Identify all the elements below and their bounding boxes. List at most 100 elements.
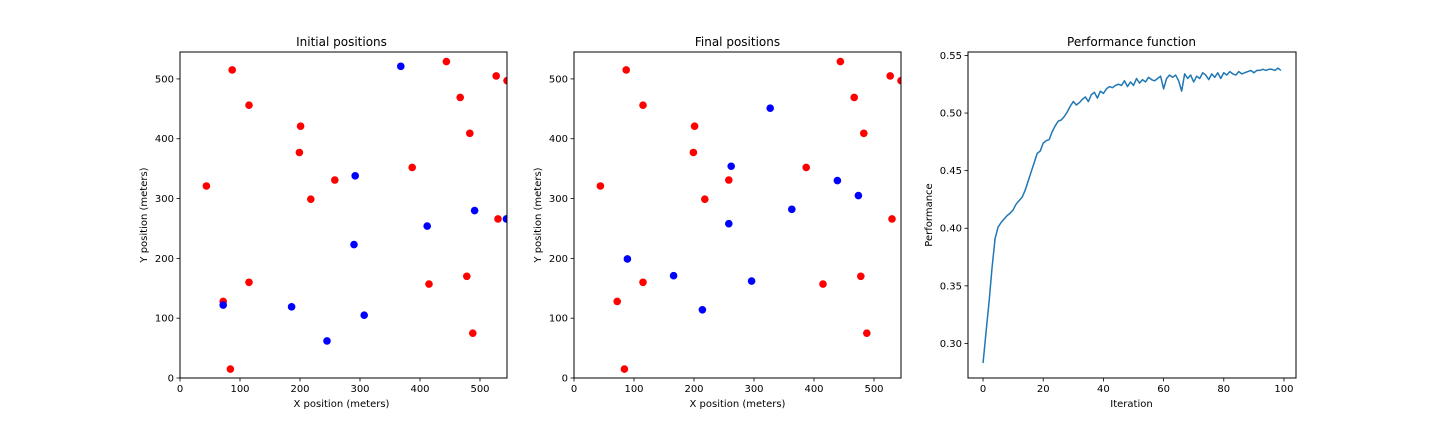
scatter-point [307, 195, 315, 203]
y-tick-label: 0.40 [940, 224, 962, 235]
scatter-point [463, 272, 471, 281]
scatter-point [857, 272, 865, 281]
scatter-point [836, 57, 845, 66]
x-tick-label: 500 [864, 384, 883, 395]
scatter-point [323, 337, 331, 345]
scatter-point [202, 182, 211, 190]
performance-line [982, 67, 1282, 364]
scatter-point [351, 172, 360, 180]
scatter-point [725, 219, 733, 228]
plot-frame [179, 51, 508, 379]
scatter-point [425, 280, 433, 288]
scatter-point [360, 311, 369, 319]
performance-function-plot: Performance function Iteration Performan… [924, 35, 1297, 410]
x-tick-label: 300 [350, 384, 369, 395]
x-axis-label: X position (meters) [294, 399, 390, 410]
scatter-point [295, 148, 304, 157]
y-tick-label: 100 [155, 314, 174, 325]
plot-title: Performance function [1067, 35, 1196, 49]
scatter-point [397, 62, 405, 71]
scatter-point [466, 129, 474, 138]
x-tick-label: 60 [1157, 384, 1170, 395]
x-tick-label: 300 [744, 384, 763, 395]
axis-ticks: 0 20 40 60 80 100 0.30 0.35 0.40 0.45 0.50 0.55 [940, 51, 1294, 395]
x-tick-label: 100 [230, 384, 249, 395]
scatter-point [494, 215, 502, 223]
x-tick-label: 80 [1217, 384, 1230, 395]
scatter-point [788, 205, 796, 214]
y-tick-label: 0.45 [940, 166, 962, 177]
x-tick-label: 100 [1274, 384, 1293, 395]
y-axis-label: Y position (meters) [139, 167, 150, 263]
scatter-point [639, 278, 647, 287]
y-tick-label: 0 [168, 374, 174, 385]
y-tick-label: 400 [155, 134, 174, 145]
y-tick-label: 300 [155, 194, 174, 205]
x-axis-label: Iteration [1110, 399, 1152, 410]
scatter-point [863, 329, 871, 337]
scatter-point [690, 122, 699, 130]
x-tick-label: 40 [1097, 384, 1110, 395]
scatter-point [886, 72, 894, 80]
scatter-point [897, 76, 901, 85]
x-tick-label: 200 [684, 384, 703, 395]
plot-title: Final positions [695, 35, 780, 49]
scatter-point [456, 93, 465, 102]
scatter-point [802, 163, 810, 172]
scatter-point [296, 122, 305, 130]
y-tick-label: 200 [549, 254, 568, 265]
scatter-point [492, 72, 501, 80]
scatter-point [833, 176, 842, 185]
scatter-point [442, 57, 451, 66]
plot-title: Initial positions [296, 35, 387, 49]
x-axis-label: X position (meters) [690, 399, 786, 410]
axis-ticks: 0 100 200 300 400 500 0 100 200 300 400 500 [155, 74, 490, 395]
scatter-point [331, 176, 339, 184]
plot-frame [573, 51, 902, 379]
scatter-point [725, 176, 733, 184]
y-tick-label: 500 [155, 74, 174, 85]
y-tick-label: 400 [549, 134, 568, 145]
scatter-point [503, 76, 507, 85]
scatter-point [727, 162, 735, 171]
line-series [982, 67, 1282, 364]
x-tick-label: 0 [571, 384, 577, 395]
initial-positions-plot: Initial positions X position (meters) Y … [139, 35, 508, 410]
scatter-point [245, 101, 253, 110]
y-tick-label: 300 [549, 194, 568, 205]
scatter-point [350, 240, 358, 249]
scatter-point [469, 329, 477, 337]
scatter-point [888, 215, 896, 223]
x-tick-label: 20 [1037, 384, 1050, 395]
scatter-points [202, 57, 507, 373]
scatter-point [620, 365, 629, 373]
scatter-point [613, 297, 621, 306]
y-tick-label: 0.50 [940, 109, 962, 120]
y-axis-label: Y position (meters) [533, 167, 544, 263]
y-tick-label: 500 [549, 74, 568, 85]
plot-frame [967, 51, 1297, 379]
scatter-point [689, 148, 698, 157]
scatter-point [747, 277, 756, 285]
scatter-point [622, 66, 630, 74]
scatter-point [623, 255, 632, 263]
x-tick-label: 400 [804, 384, 823, 395]
scatter-point [470, 206, 479, 215]
scatter-point [850, 93, 858, 102]
scatter-points [596, 57, 901, 373]
x-tick-label: 200 [290, 384, 309, 395]
y-axis-label: Performance [924, 183, 935, 246]
scatter-point [219, 301, 227, 309]
y-tick-label: 0.30 [940, 339, 962, 350]
x-tick-label: 500 [470, 384, 489, 395]
x-tick-label: 400 [410, 384, 429, 395]
scatter-point [854, 191, 863, 200]
scatter-point [423, 222, 432, 230]
scatter-point [502, 215, 507, 223]
y-tick-label: 100 [549, 314, 568, 325]
scatter-point [639, 101, 647, 110]
y-tick-label: 0 [562, 374, 568, 385]
scatter-point [819, 280, 827, 288]
x-tick-label: 100 [624, 384, 643, 395]
